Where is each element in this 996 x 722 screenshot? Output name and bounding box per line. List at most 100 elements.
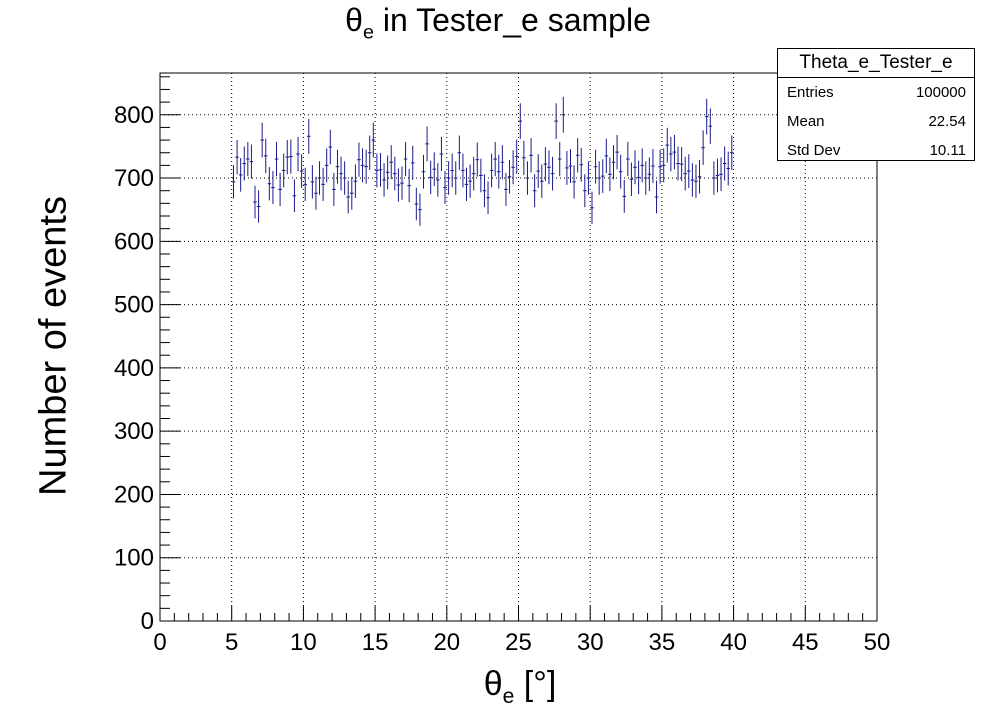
- axis-ticks: [159, 76, 878, 622]
- data-point: [690, 163, 695, 197]
- data-point: [418, 193, 422, 226]
- data-point: [375, 153, 379, 188]
- x-tick-label: 5: [225, 629, 238, 656]
- data-point: [486, 181, 490, 215]
- data-point: [231, 165, 236, 199]
- data-point: [522, 140, 526, 175]
- stats-entries-value: 100000: [915, 84, 966, 101]
- data-point: [565, 150, 569, 185]
- data-point: [436, 163, 440, 197]
- data-point: [278, 172, 282, 206]
- grid-lines: [160, 73, 877, 621]
- y-tick-label: 700: [114, 165, 154, 192]
- y-tick-label: 100: [114, 545, 154, 572]
- x-tick-label: 10: [290, 629, 317, 656]
- chart-title: θe in Tester_e sample: [345, 2, 651, 44]
- stats-row-entries: Entries 100000: [778, 78, 974, 107]
- data-point: [618, 154, 623, 189]
- data-point: [342, 161, 347, 195]
- data-point: [389, 145, 394, 180]
- data-point: [726, 151, 731, 186]
- data-point: [471, 156, 476, 191]
- data-point: [475, 142, 480, 177]
- data-point: [403, 141, 408, 177]
- stats-stddev-label: Std Dev: [787, 142, 841, 159]
- data-point: [346, 180, 351, 214]
- data-point: [464, 167, 469, 201]
- stats-mean-label: Mean: [787, 113, 825, 130]
- data-point: [661, 148, 666, 183]
- data-point: [730, 135, 734, 170]
- data-point: [579, 147, 584, 182]
- data-point: [339, 156, 343, 191]
- data-point: [600, 159, 605, 193]
- x-tick-label: 50: [864, 629, 891, 656]
- data-point: [715, 158, 720, 193]
- data-point: [303, 167, 307, 201]
- data-point: [547, 150, 551, 185]
- data-point: [611, 145, 616, 180]
- data-point: [242, 146, 247, 181]
- data-point: [697, 160, 702, 194]
- data-point: [643, 161, 648, 195]
- data-point: [722, 146, 727, 181]
- data-point: [332, 172, 336, 206]
- data-point: [299, 154, 304, 188]
- y-axis-label: Number of events: [32, 196, 75, 496]
- y-tick-label: 800: [114, 102, 154, 129]
- data-point: [271, 170, 275, 205]
- data-point: [626, 141, 630, 177]
- data-points: [231, 96, 734, 226]
- data-point: [575, 138, 580, 173]
- data-point: [446, 161, 451, 195]
- data-point: [500, 145, 505, 180]
- data-point: [669, 136, 673, 172]
- data-point: [651, 149, 655, 183]
- data-point: [593, 149, 598, 184]
- data-point: [421, 154, 426, 189]
- x-tick-label: 30: [577, 629, 604, 656]
- y-tick-label: 200: [114, 481, 154, 508]
- data-point: [457, 135, 462, 170]
- data-point: [511, 150, 515, 185]
- y-tick-label: 300: [114, 418, 154, 445]
- x-tick-label: 25: [505, 629, 532, 656]
- data-point: [493, 141, 497, 177]
- data-point: [586, 161, 591, 195]
- stats-box: Theta_e_Tester_e Entries 100000 Mean 22.…: [777, 48, 975, 161]
- data-point: [615, 134, 619, 170]
- stats-mean-value: 22.54: [928, 113, 966, 130]
- data-point: [428, 160, 433, 195]
- data-point: [654, 180, 659, 214]
- data-point: [597, 161, 601, 195]
- data-point: [694, 164, 698, 198]
- data-point: [382, 163, 386, 197]
- data-point: [557, 141, 562, 177]
- data-point: [317, 161, 322, 195]
- data-point: [489, 153, 494, 188]
- data-point: [385, 155, 390, 190]
- data-point: [367, 135, 372, 170]
- data-point: [432, 152, 437, 187]
- data-point: [507, 160, 512, 194]
- data-point: [608, 157, 612, 192]
- x-axis-label: θe [°]: [483, 665, 557, 708]
- data-point: [296, 136, 300, 172]
- stats-row-mean: Mean 22.54: [778, 107, 974, 136]
- data-point: [672, 134, 677, 170]
- data-point: [324, 148, 329, 183]
- data-point: [708, 108, 713, 144]
- data-point: [281, 153, 286, 188]
- data-point: [335, 149, 340, 184]
- x-tick-label: 35: [649, 629, 676, 656]
- data-point: [410, 145, 415, 180]
- x-tick-label: 15: [362, 629, 389, 656]
- data-point: [357, 142, 361, 177]
- stats-row-stddev: Std Dev 10.11: [778, 136, 974, 165]
- data-point: [514, 139, 519, 174]
- data-point: [479, 158, 483, 193]
- data-point: [310, 165, 315, 199]
- data-point: [540, 164, 544, 198]
- data-point: [629, 162, 634, 197]
- data-point: [292, 179, 297, 213]
